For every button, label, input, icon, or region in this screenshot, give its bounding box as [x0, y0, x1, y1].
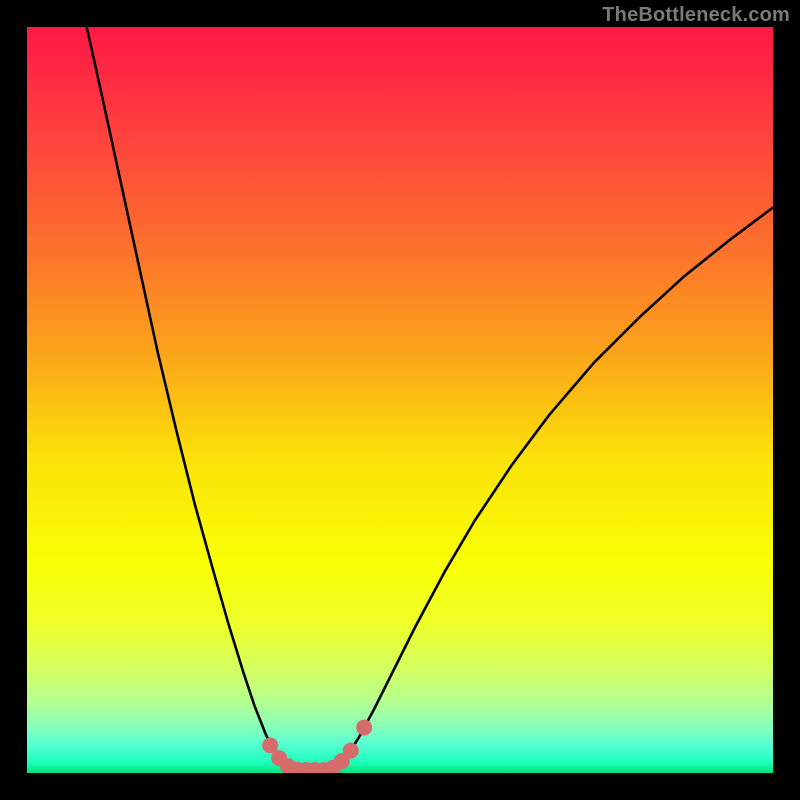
plot-area	[27, 27, 773, 773]
watermark-text: TheBottleneck.com	[602, 4, 790, 27]
gradient-background	[27, 27, 773, 773]
